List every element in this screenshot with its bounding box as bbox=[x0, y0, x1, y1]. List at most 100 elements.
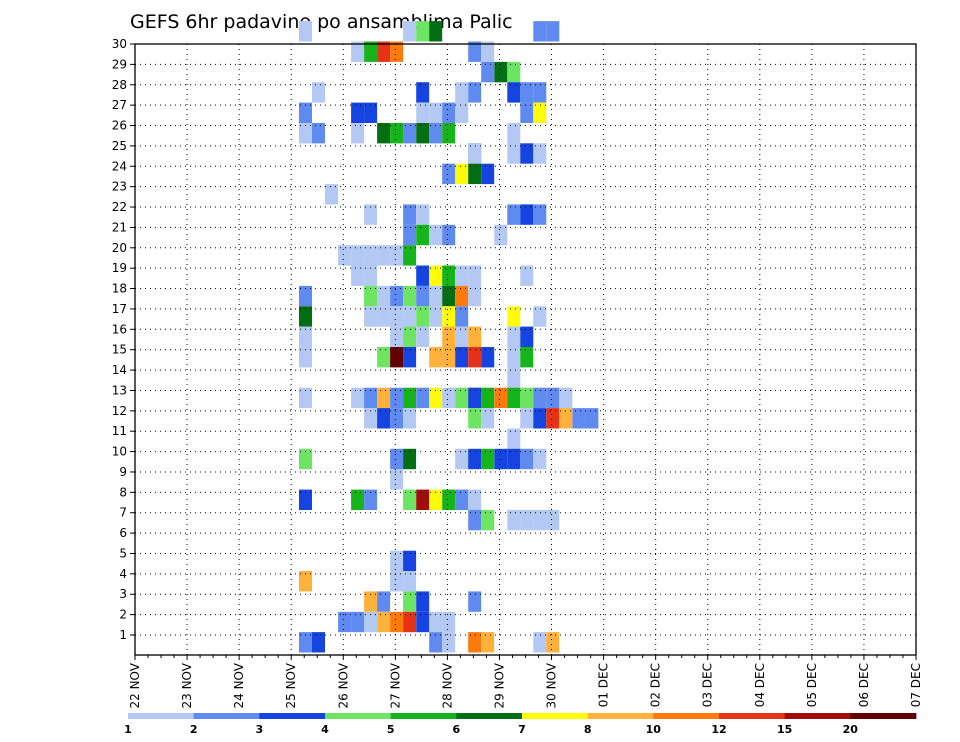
heatmap-cell bbox=[364, 102, 378, 123]
heatmap-cell bbox=[455, 347, 469, 368]
legend-swatch bbox=[325, 713, 392, 719]
heatmap-cell bbox=[403, 285, 417, 307]
y-tick-label: 28 bbox=[112, 78, 127, 92]
heatmap-cell bbox=[520, 448, 534, 470]
heatmap-cell bbox=[429, 224, 443, 246]
heatmap-cell bbox=[403, 408, 417, 429]
heatmap-cell bbox=[299, 123, 312, 144]
heatmap-cell bbox=[364, 285, 378, 307]
heatmap-cell bbox=[403, 347, 417, 368]
heatmap-cell bbox=[520, 143, 534, 164]
y-tick-label: 1 bbox=[119, 628, 127, 642]
heatmap-cell bbox=[442, 489, 456, 510]
heatmap-cell bbox=[364, 611, 378, 633]
y-tick-label: 9 bbox=[119, 465, 127, 479]
heatmap-cell bbox=[429, 102, 443, 123]
heatmap-cell bbox=[390, 245, 404, 266]
heatmap-cell bbox=[442, 306, 456, 327]
heatmap-cell bbox=[559, 387, 573, 409]
heatmap-cell bbox=[390, 306, 404, 327]
heatmap-cell bbox=[403, 21, 417, 42]
legend-swatch bbox=[784, 713, 851, 719]
heatmap-cell bbox=[299, 21, 312, 42]
heatmap-cell bbox=[546, 509, 560, 531]
heatmap-cell bbox=[468, 326, 482, 347]
heatmap-cell bbox=[559, 408, 573, 429]
x-tick-label: 06 DEC bbox=[857, 663, 871, 707]
legend-label: 12 bbox=[711, 723, 726, 736]
heatmap-cell bbox=[507, 387, 521, 409]
y-tick-label: 10 bbox=[112, 445, 127, 459]
heatmap-cell bbox=[364, 489, 378, 510]
y-tick-label: 15 bbox=[112, 343, 127, 357]
heatmap-cell bbox=[390, 448, 404, 470]
heatmap-cell bbox=[338, 611, 352, 633]
heatmap-cell bbox=[299, 102, 312, 123]
heatmap-cell bbox=[364, 591, 378, 612]
heatmap-cell bbox=[442, 102, 456, 123]
heatmap-cell bbox=[507, 448, 521, 470]
heatmap-cell bbox=[390, 347, 404, 368]
x-tick-label: 28 NOV bbox=[440, 662, 454, 708]
y-tick-label: 18 bbox=[112, 282, 127, 296]
heatmap-cell bbox=[468, 448, 482, 470]
x-tick-label: 22 NOV bbox=[128, 662, 142, 708]
heatmap-cell bbox=[403, 326, 417, 347]
heatmap-cell bbox=[468, 347, 482, 368]
heatmap-cell bbox=[390, 123, 404, 144]
legend-swatch bbox=[193, 713, 260, 719]
heatmap-cell bbox=[533, 509, 547, 531]
heatmap-cell bbox=[520, 326, 534, 347]
heatmap-cell bbox=[455, 163, 469, 185]
heatmap-cell bbox=[416, 285, 430, 307]
legend-swatch bbox=[522, 713, 589, 719]
heatmap-cell bbox=[377, 306, 391, 327]
y-tick-label: 27 bbox=[112, 98, 127, 112]
heatmap-cell bbox=[377, 611, 391, 633]
heatmap-cell bbox=[468, 509, 482, 531]
y-tick-label: 30 bbox=[112, 37, 127, 51]
heatmap-cell bbox=[416, 21, 430, 42]
heatmap-cell bbox=[364, 41, 378, 62]
y-tick-label: 2 bbox=[119, 608, 127, 622]
heatmap-cell bbox=[520, 82, 534, 103]
heatmap-cell bbox=[546, 387, 560, 409]
heatmap-cell bbox=[416, 82, 430, 103]
heatmap-cell bbox=[377, 591, 391, 612]
heatmap-cell bbox=[416, 224, 430, 246]
heatmap-cell bbox=[429, 632, 443, 653]
heatmap-cell bbox=[351, 245, 365, 266]
heatmap-cell bbox=[455, 102, 469, 123]
heatmap-cell bbox=[494, 224, 508, 246]
heatmap-cell bbox=[338, 245, 352, 266]
heatmap-cell bbox=[390, 611, 404, 633]
x-tick-label: 25 NOV bbox=[284, 662, 298, 708]
heatmap-cell bbox=[377, 123, 391, 144]
heatmap-cell bbox=[455, 265, 469, 286]
heatmap-cell bbox=[546, 21, 560, 42]
heatmap-cell bbox=[468, 489, 482, 510]
heatmap-cell bbox=[442, 224, 456, 246]
y-tick-label: 26 bbox=[112, 119, 127, 133]
color-legend: 1 2 3 4 5 6 7 8 10 12 15 20 bbox=[124, 713, 917, 736]
heatmap-cell bbox=[312, 632, 325, 653]
x-tick-label: 01 DEC bbox=[597, 663, 611, 707]
heatmap-cell bbox=[468, 408, 482, 429]
heatmap-cell bbox=[429, 306, 443, 327]
heatmap-cell bbox=[481, 387, 495, 409]
heatmap-cell bbox=[299, 448, 312, 470]
heatmap-cell bbox=[507, 61, 521, 83]
heatmap-cell bbox=[351, 123, 365, 144]
heatmap-cell bbox=[429, 265, 443, 286]
y-tick-label: 23 bbox=[112, 180, 127, 194]
heatmap-cell bbox=[416, 306, 430, 327]
heatmap-cell bbox=[377, 408, 391, 429]
heatmap-cell bbox=[377, 347, 391, 368]
heatmap-cell bbox=[364, 408, 378, 429]
heatmap-cell bbox=[507, 143, 521, 164]
legend-swatch bbox=[587, 713, 654, 719]
heatmap-cell bbox=[299, 489, 312, 510]
heatmap-cell bbox=[429, 387, 443, 409]
heatmap-cell bbox=[312, 82, 325, 103]
